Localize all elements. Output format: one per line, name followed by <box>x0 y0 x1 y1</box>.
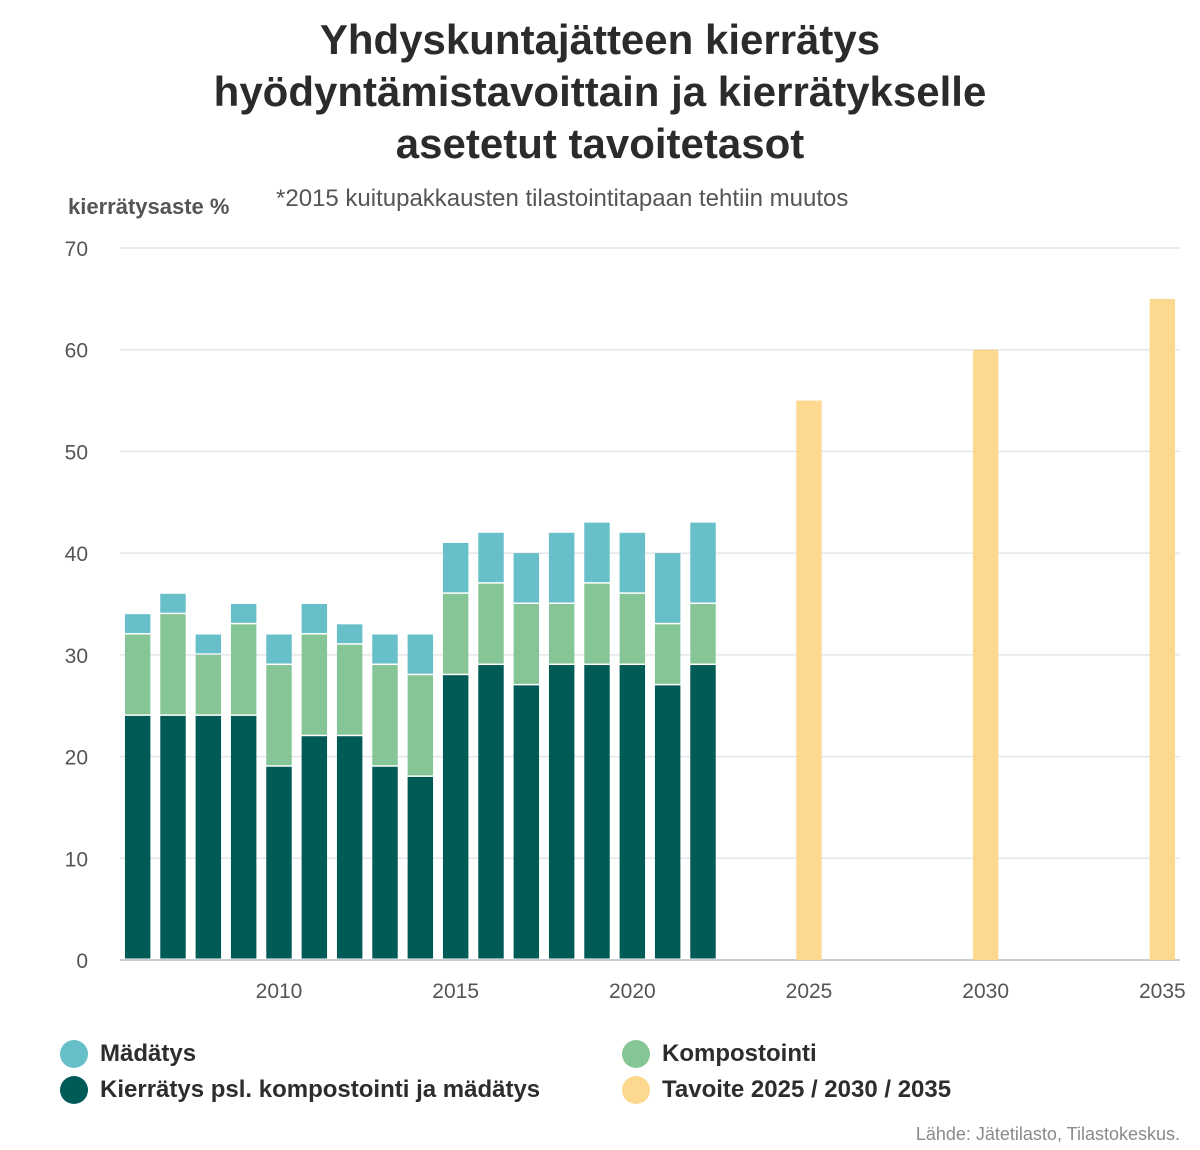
grid-lines <box>120 247 1180 961</box>
source-note: Lähde: Jätetilasto, Tilastokeskus. <box>915 1124 1180 1144</box>
title-line: Yhdyskuntajätteen kierrätys <box>319 16 881 63</box>
y-tick-label: 20 <box>65 747 88 770</box>
legend-item-tavoite: Tavoite 2025 / 2030 / 2035 <box>622 1076 951 1104</box>
bar-segment <box>266 634 292 664</box>
bar-segment <box>442 675 469 959</box>
bar-segment <box>548 665 575 959</box>
bar-segment <box>548 604 575 664</box>
bar-segment <box>513 553 540 603</box>
x-tick-label: 2025 <box>786 980 833 1003</box>
target-bar <box>1149 298 1176 960</box>
chart-title: Yhdyskuntajätteen kierrätys hyödyntämist… <box>0 14 1200 170</box>
bar-segment <box>584 583 610 664</box>
bar-segment <box>584 665 610 959</box>
legend-label: Kierrätys psl. kompostointi ja mädätys <box>100 1076 541 1103</box>
bar-segment <box>407 776 434 959</box>
title-line: hyödyntämistavoittain ja kierrätykselle <box>213 68 987 115</box>
bar-segment <box>160 715 186 959</box>
y-tick-label: 60 <box>65 340 88 363</box>
bar-segment <box>230 624 257 715</box>
chart-note: *2015 kuitupakkausten tilastointitapaan … <box>276 185 849 212</box>
bar-segment <box>301 634 328 735</box>
legend-label: Kompostointi <box>662 1040 817 1067</box>
bar-segment <box>124 614 151 634</box>
bar-segment <box>301 604 328 634</box>
bar-segment <box>584 522 610 583</box>
bars <box>124 298 1176 961</box>
bar-segment <box>124 634 151 715</box>
bar-segment <box>407 634 434 674</box>
legend-label: Tavoite 2025 / 2030 / 2035 <box>662 1076 952 1103</box>
bar-segment <box>478 532 504 583</box>
bar-segment <box>266 766 292 959</box>
legend-label: Mädätys <box>100 1040 197 1067</box>
bar-segment <box>654 553 681 623</box>
y-tick-label: 50 <box>65 441 88 464</box>
bar-segment <box>619 532 646 593</box>
bar-segment <box>513 685 540 959</box>
x-tick-label: 2020 <box>609 980 656 1003</box>
bar-segment <box>690 665 716 959</box>
legend-swatch <box>622 1040 650 1068</box>
bar-segment <box>372 634 398 664</box>
bar-segment <box>372 766 398 959</box>
y-tick-label: 0 <box>76 950 88 973</box>
bar-segment <box>654 624 681 684</box>
x-tick-label: 2030 <box>962 980 1009 1003</box>
y-tick-label: 70 <box>65 238 88 261</box>
target-bar <box>796 400 822 961</box>
x-tick-label: 2010 <box>256 980 303 1003</box>
bar-segment <box>195 654 222 715</box>
y-tick-label: 10 <box>65 848 88 871</box>
bar-segment <box>478 665 504 959</box>
bar-segment <box>407 675 434 776</box>
legend-item-kierratys: Kierrätys psl. kompostointi ja mädätys <box>60 1076 540 1104</box>
bar-segment <box>266 665 292 766</box>
bar-segment <box>336 624 363 644</box>
bar-segment <box>690 604 716 664</box>
bar-segment <box>619 593 646 664</box>
x-tick-label: 2015 <box>432 980 479 1003</box>
title-line: asetetut tavoitetasot <box>395 120 805 167</box>
bar-segment <box>230 604 257 623</box>
legend-swatch <box>60 1040 88 1068</box>
legend: Mädätys Kompostointi Kierrätys psl. komp… <box>60 1040 1160 1120</box>
x-tick-labels: 2010 2015 2020 2025 2030 2035 <box>256 980 1186 1003</box>
bar-segment <box>372 665 398 766</box>
legend-item-madatys: Mädätys <box>60 1040 196 1068</box>
bar-segment <box>336 736 363 959</box>
y-axis-label: kierrätysaste % <box>68 194 230 219</box>
bar-segment <box>654 685 681 959</box>
bar-segment <box>513 604 540 684</box>
bar-segment <box>619 665 646 959</box>
bar-segment <box>548 532 575 603</box>
bar-segment <box>195 715 222 959</box>
bar-segment <box>124 715 151 959</box>
bar-segment <box>442 593 469 674</box>
bar-segment <box>301 736 328 959</box>
bar-segment <box>230 715 257 959</box>
bar-segment <box>690 522 716 603</box>
y-tick-labels: 0 10 20 30 40 50 60 70 <box>65 238 88 973</box>
bar-segment <box>160 614 186 715</box>
bar-segment <box>160 593 186 613</box>
legend-swatch <box>60 1076 88 1104</box>
x-tick-label: 2035 <box>1139 980 1186 1003</box>
legend-swatch <box>622 1076 650 1104</box>
legend-item-kompostointi: Kompostointi <box>622 1040 817 1068</box>
bar-segment <box>195 634 222 654</box>
target-bar <box>972 349 999 960</box>
bar-segment <box>442 542 469 593</box>
bar-segment <box>478 583 504 664</box>
bar-segment <box>336 644 363 735</box>
y-tick-label: 30 <box>65 645 88 668</box>
y-tick-label: 40 <box>65 543 88 566</box>
